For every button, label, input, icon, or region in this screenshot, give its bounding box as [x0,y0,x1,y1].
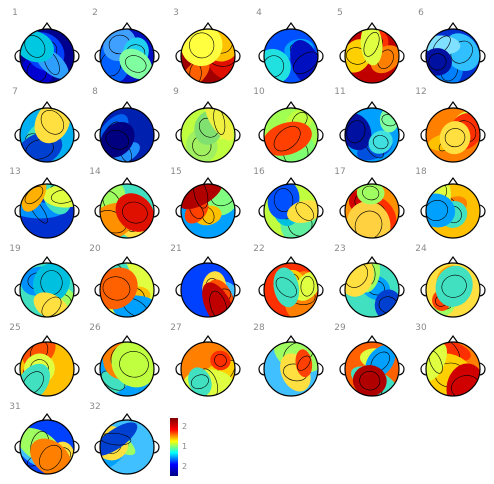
map-label-19: 19 [9,244,21,254]
scalp-map-30 [420,334,486,397]
map-label-15: 15 [170,167,182,177]
scalp-map-10 [258,100,324,163]
scalp-map-25 [14,334,80,397]
scalp-map-23 [339,255,405,318]
scalp-map-17 [339,176,405,239]
scalp-map-8 [94,100,160,163]
map-label-1: 1 [12,8,18,18]
map-label-32: 32 [89,402,101,412]
map-label-11: 11 [334,87,346,97]
colorbar-tick: 2 [182,422,188,431]
scalp-map-7 [14,100,80,163]
scalp-map-26 [94,334,160,397]
scalp-map-31 [14,412,80,475]
colorbar-gradient [170,418,178,476]
scalp-map-15 [175,176,241,239]
map-label-3: 3 [173,8,179,18]
scalp-map-3 [175,21,241,84]
map-label-12: 12 [415,87,427,97]
map-label-17: 17 [334,167,346,177]
map-label-27: 27 [170,323,182,333]
map-label-5: 5 [337,8,343,18]
scalp-map-12 [420,100,486,163]
map-label-14: 14 [89,167,101,177]
map-label-20: 20 [89,244,101,254]
map-label-25: 25 [9,323,21,333]
map-label-4: 4 [256,8,262,18]
map-label-18: 18 [415,167,427,177]
map-label-7: 7 [12,87,18,97]
scalp-map-32 [94,412,160,475]
scalp-map-28 [258,334,324,397]
map-label-10: 10 [253,87,265,97]
scalp-map-4 [258,21,324,84]
map-label-30: 30 [415,323,427,333]
scalp-map-1 [14,21,80,84]
scalp-map-22 [258,255,324,318]
map-label-2: 2 [92,8,98,18]
scalp-map-11 [339,100,405,163]
map-label-29: 29 [334,323,346,333]
scalp-map-16 [258,176,324,239]
scalp-map-18 [420,176,486,239]
map-label-24: 24 [415,244,427,254]
scalp-map-5 [339,21,405,84]
map-label-16: 16 [253,167,265,177]
map-label-31: 31 [9,402,21,412]
map-label-6: 6 [418,8,424,18]
map-label-28: 28 [253,323,265,333]
map-label-8: 8 [92,87,98,97]
colorbar: 2 1 2 [170,418,200,478]
scalp-map-6 [420,21,486,84]
scalp-map-27 [175,334,241,397]
map-label-9: 9 [173,87,179,97]
scalp-map-2 [94,21,160,84]
map-label-26: 26 [89,323,101,333]
scalp-map-14 [94,176,160,239]
scalp-map-29 [339,334,405,397]
colorbar-tick: 1 [182,442,188,451]
map-label-13: 13 [9,167,21,177]
scalp-map-13 [14,176,80,239]
scalp-map-20 [94,255,160,318]
map-label-21: 21 [170,244,182,254]
scalp-map-9 [175,100,241,163]
colorbar-tick: 2 [182,462,188,471]
scalp-map-19 [14,255,80,318]
map-label-23: 23 [334,244,346,254]
map-label-22: 22 [253,244,265,254]
scalp-map-24 [420,255,486,318]
scalp-map-21 [175,255,241,318]
